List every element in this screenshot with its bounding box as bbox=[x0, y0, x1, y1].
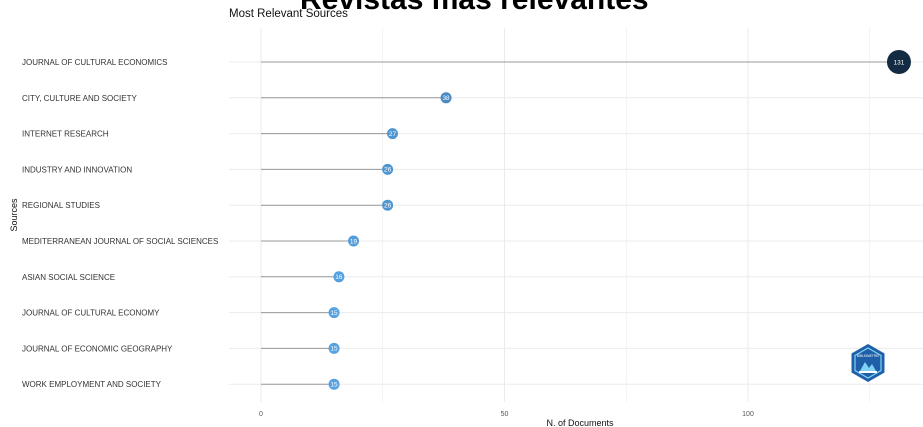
point-value-label: 27 bbox=[389, 131, 397, 138]
x-tick-label: 50 bbox=[501, 411, 509, 418]
stems bbox=[261, 61, 899, 385]
category-label: WORK EMPLOYMENT AND SOCIETY bbox=[22, 380, 162, 389]
category-label: INDUSTRY AND INNOVATION bbox=[22, 165, 132, 174]
data-point bbox=[386, 128, 398, 140]
category-label: MEDITERRANEAN JOURNAL OF SOCIAL SCIENCES bbox=[22, 237, 218, 246]
point-value-label: 26 bbox=[384, 167, 392, 174]
point-value-label: 15 bbox=[330, 382, 338, 389]
category-label: CITY, CULTURE AND SOCIETY bbox=[22, 94, 138, 103]
data-point bbox=[382, 199, 394, 211]
x-tick-labels: 0 50 100 bbox=[259, 411, 754, 418]
x-axis-title: N. of Documents bbox=[546, 418, 614, 427]
data-point bbox=[886, 50, 911, 74]
data-point bbox=[440, 92, 452, 104]
chart-title: Most Relevant Sources bbox=[229, 8, 348, 20]
y-axis-title: Sources bbox=[9, 198, 19, 232]
point-value-label: 26 bbox=[384, 203, 392, 210]
category-label: ASIAN SOCIAL SCIENCE bbox=[22, 273, 115, 282]
logo-text: BIBLIOMETRIX bbox=[857, 354, 880, 358]
point-value-label: 16 bbox=[335, 274, 343, 281]
x-tick-label: 0 bbox=[259, 411, 263, 418]
category-label: INTERNET RESEARCH bbox=[22, 130, 109, 139]
data-point bbox=[333, 271, 345, 283]
x-tick-label: 100 bbox=[742, 411, 754, 418]
data-point bbox=[348, 235, 360, 247]
point-value-label: 15 bbox=[330, 310, 338, 317]
data-point bbox=[328, 307, 340, 319]
point-value-label: 38 bbox=[442, 95, 450, 102]
category-label: JOURNAL OF CULTURAL ECONOMY bbox=[22, 309, 160, 318]
data-point bbox=[328, 378, 340, 390]
data-point bbox=[382, 163, 394, 175]
point-value-label: 131 bbox=[894, 59, 905, 66]
category-label: JOURNAL OF CULTURAL ECONOMICS bbox=[22, 58, 168, 67]
data-point bbox=[328, 342, 340, 354]
category-label: REGIONAL STUDIES bbox=[22, 201, 100, 210]
point-value-label: 15 bbox=[330, 346, 338, 353]
bibliometrix-hexagon-logo: BIBLIOMETRIX bbox=[851, 344, 885, 382]
category-labels: JOURNAL OF CULTURAL ECONOMICS CITY, CULTU… bbox=[22, 58, 218, 389]
point-value-label: 19 bbox=[350, 238, 358, 245]
banner-heading: Revistas más relevantes bbox=[300, 0, 660, 15]
data-points: 131 38 27 26 26 19 16 15 15 15 bbox=[328, 50, 911, 390]
category-label: JOURNAL OF ECONOMIC GEOGRAPHY bbox=[22, 344, 173, 353]
